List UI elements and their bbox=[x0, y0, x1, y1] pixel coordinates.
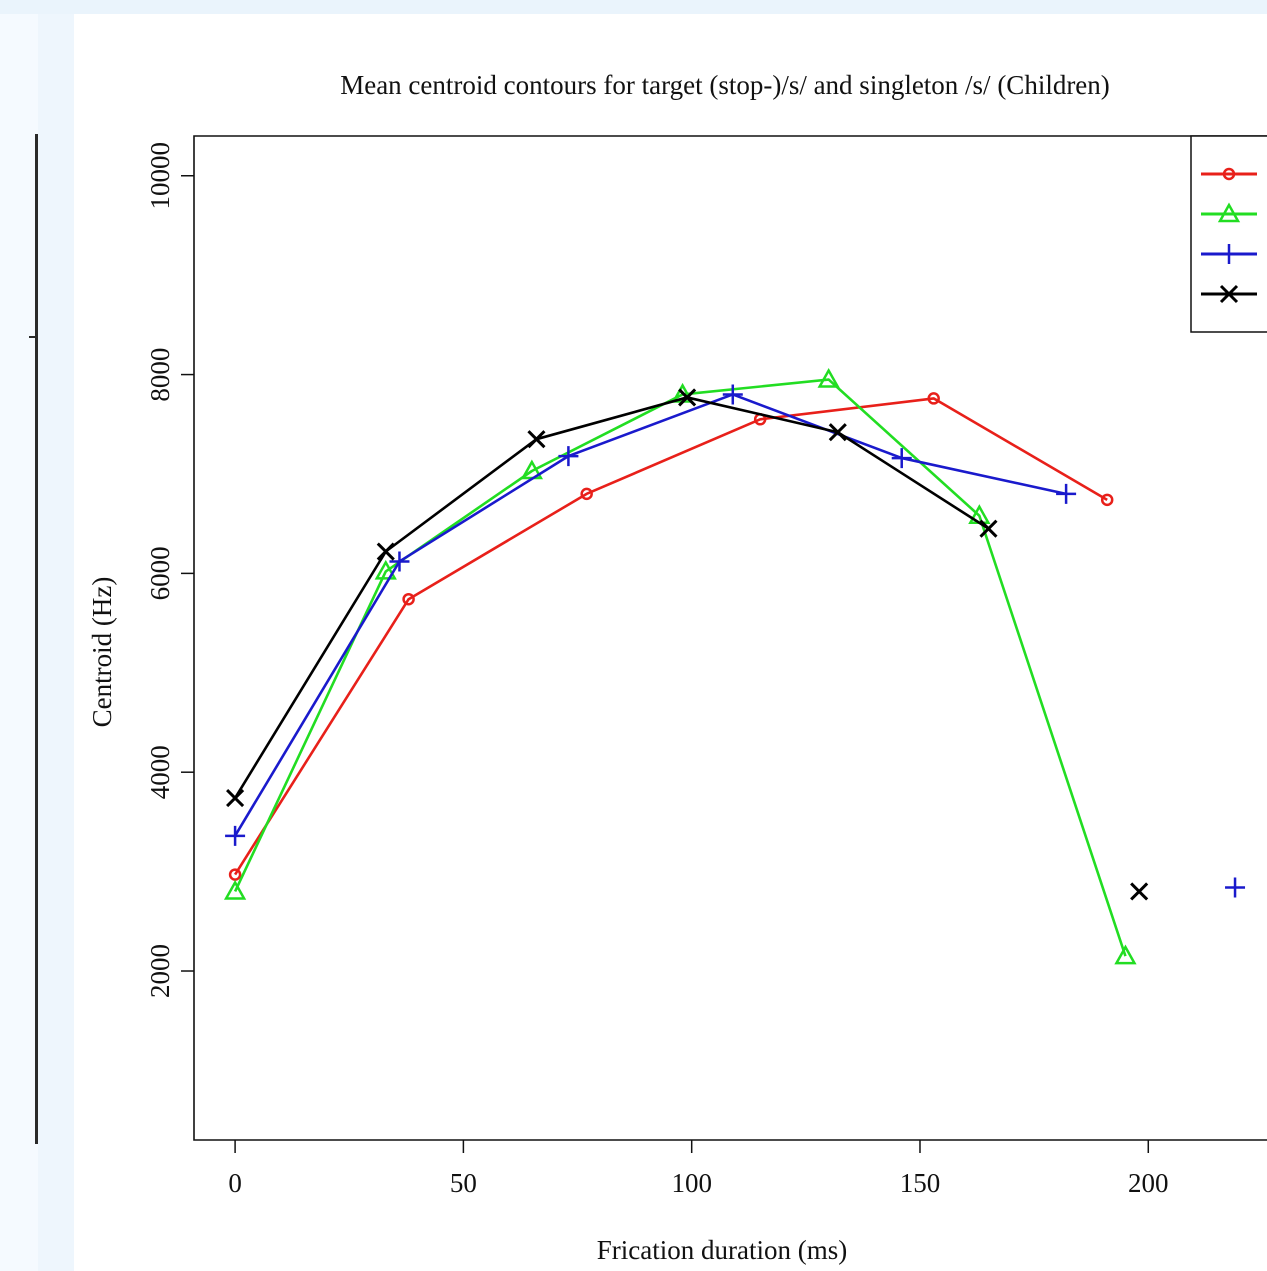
series-2-point-4 bbox=[891, 448, 912, 469]
x-axis-label: Frication duration (ms) bbox=[597, 1235, 847, 1265]
series-3-point-2 bbox=[527, 430, 546, 449]
series-2-point-6 bbox=[1225, 877, 1246, 898]
series-2-point-3 bbox=[722, 384, 743, 405]
legend-marker-1 bbox=[1217, 202, 1241, 223]
y-tick-label-10000: 10000 bbox=[145, 142, 175, 210]
series-3-point-4 bbox=[828, 423, 847, 442]
chart-title: Mean centroid contours for target (stop-… bbox=[340, 70, 1110, 100]
series-1-point-6 bbox=[1114, 944, 1137, 965]
left-panel bbox=[0, 14, 38, 1271]
series-3-point-5 bbox=[979, 519, 998, 538]
x-tick-label-50: 50 bbox=[450, 1168, 477, 1198]
x-tick-label-100: 100 bbox=[671, 1168, 712, 1198]
series-3-point-0 bbox=[226, 788, 245, 808]
series-1-point-1 bbox=[374, 559, 397, 580]
top-band bbox=[0, 0, 1267, 14]
plot-area: 0 50 100 150 200 2000 4000 6000 8000 10000 bbox=[145, 135, 1267, 1198]
series-2-point-1 bbox=[389, 551, 410, 572]
series-3-line bbox=[233, 396, 990, 799]
legend-box bbox=[1190, 135, 1267, 333]
series-2-line bbox=[233, 393, 1067, 837]
y-tick-label-2000: 2000 bbox=[145, 944, 175, 998]
legend-marker-2 bbox=[1219, 244, 1239, 264]
y-tick-label-4000: 4000 bbox=[145, 745, 175, 799]
series-1-line bbox=[233, 378, 1127, 957]
series-3-point-6 bbox=[1130, 882, 1149, 901]
series-0-point-0 bbox=[228, 868, 242, 881]
x-tick-label-200: 200 bbox=[1128, 1168, 1169, 1198]
legend-marker-3 bbox=[1219, 284, 1239, 304]
series-0-point-5 bbox=[1100, 493, 1114, 507]
series-2-point-0 bbox=[225, 825, 246, 846]
series-2-point-2 bbox=[558, 446, 579, 467]
left-plot-border bbox=[35, 134, 38, 1144]
y-tick-label-8000: 8000 bbox=[145, 348, 175, 402]
series-1-point-0 bbox=[223, 879, 247, 900]
series-0-point-4 bbox=[927, 392, 940, 405]
series-3-point-3 bbox=[678, 388, 697, 407]
series-group bbox=[223, 367, 1246, 965]
y-axis-label: Centroid (Hz) bbox=[87, 577, 117, 728]
left-plot-tick bbox=[29, 336, 38, 338]
series-0-point-2 bbox=[580, 487, 593, 501]
x-tick-label-0: 0 bbox=[228, 1168, 242, 1198]
x-tick-label-150: 150 bbox=[900, 1168, 941, 1198]
series-1-point-4 bbox=[817, 367, 840, 388]
plot-panel: Mean centroid contours for target (stop-… bbox=[74, 14, 1267, 1271]
series-0-line bbox=[233, 397, 1108, 876]
series-0-point-1 bbox=[402, 592, 415, 606]
series-2-point-5 bbox=[1056, 483, 1077, 504]
plot-frame bbox=[193, 135, 1267, 1141]
series-3-point-1 bbox=[376, 542, 395, 561]
centroid-chart: Mean centroid contours for target (stop-… bbox=[87, 70, 1267, 1265]
legend-marker-0 bbox=[1222, 167, 1236, 181]
y-tick-label-6000: 6000 bbox=[145, 546, 175, 600]
panel-gutter bbox=[38, 14, 74, 1271]
